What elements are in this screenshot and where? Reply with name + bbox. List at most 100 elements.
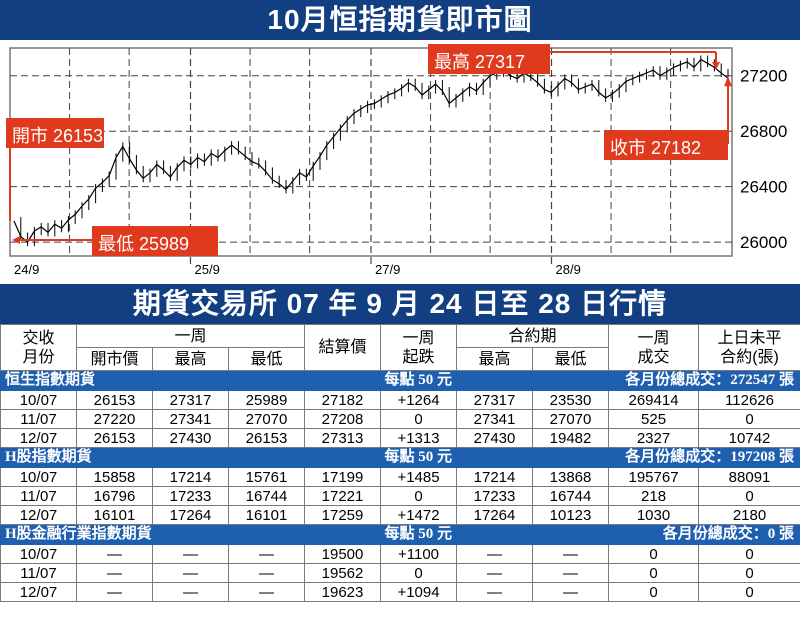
table-cell: 0: [698, 582, 800, 602]
header-open: 開市價: [76, 347, 153, 371]
table-cell: —: [152, 544, 229, 564]
table-cell: 17214: [152, 467, 229, 487]
table-cell: 0: [380, 409, 458, 429]
table-cell: 25989: [227, 390, 306, 410]
table-cell: —: [456, 544, 534, 564]
table-cell: —: [227, 582, 306, 602]
table-cell: 11/07: [0, 563, 77, 583]
table-row: 10/07 15858 17214 15761 17199 +1485 17214 13868…: [0, 467, 800, 487]
table-cell: 27317: [456, 390, 534, 410]
table-cell: 27313: [304, 428, 382, 448]
table-row: 11/07 16796 17233 16744 17221 0 17233 16744 218 0: [0, 486, 800, 506]
table-cell: +1100: [380, 544, 458, 564]
table-cell: 112626: [698, 390, 800, 410]
table-cell: 11/07: [0, 486, 77, 506]
table-cell: —: [456, 563, 534, 583]
table-cell: 27208: [304, 409, 382, 429]
table-cell: 269414: [608, 390, 700, 410]
table-cell: 10123: [532, 505, 610, 525]
table-cell: 0: [380, 563, 458, 583]
header-change-text: 一周 起跌: [402, 329, 435, 366]
table-cell: —: [456, 582, 534, 602]
table-cell: 19562: [304, 563, 382, 583]
header-settle: 結算價: [304, 324, 382, 371]
table-cell: 17221: [304, 486, 382, 506]
table-cell: +1485: [380, 467, 458, 487]
table-cell: 27430: [456, 428, 534, 448]
section-unit: 每點 50 元: [304, 370, 458, 391]
section-name: H股金融行業指數期貨: [0, 524, 306, 545]
table-cell: 10/07: [0, 467, 77, 487]
intraday-chart: 24/9 25/9 27/9 28/9 26000 26400 26800 27200 開市 …: [0, 40, 800, 284]
table-cell: 10/07: [0, 390, 77, 410]
table-cell: 19482: [532, 428, 610, 448]
y-tick-label: 27200: [740, 67, 787, 86]
x-tick-label: 24/9: [14, 262, 39, 277]
header-contract-high: 最高: [456, 347, 534, 371]
open-annotation-box: [6, 118, 104, 148]
section-unit: 每點 50 元: [304, 447, 458, 468]
header-high: 最高: [152, 347, 229, 371]
table-title: 期貨交易所 07 年 9 月 24 日至 28 日行情: [0, 284, 800, 324]
table-cell: 2327: [608, 428, 700, 448]
annotation-layer: 開市 26153 最低 25989 最高 27317 收市 27182: [6, 44, 732, 256]
table-cell: 27317: [152, 390, 229, 410]
close-arrow: [724, 76, 732, 87]
table-cell: +1313: [380, 428, 458, 448]
section-total: 各月份總成交：0 張: [456, 524, 800, 545]
header-month-text: 交收 月份: [22, 329, 55, 366]
x-tick-label: 28/9: [556, 262, 581, 277]
table-cell: 12/07: [0, 428, 77, 448]
table-cell: 10742: [698, 428, 800, 448]
table-cell: 0: [608, 544, 700, 564]
high-annotation-label: 最高 27317: [434, 52, 525, 72]
table-cell: 11/07: [0, 409, 77, 429]
table-cell: 2180: [698, 505, 800, 525]
table-cell: 26153: [227, 428, 306, 448]
table-cell: 27430: [152, 428, 229, 448]
table-cell: 16796: [76, 486, 153, 506]
table-cell: 88091: [698, 467, 800, 487]
header-low: 最低: [227, 347, 306, 371]
quotes-table: 交收 月份 一周 結算價 一周 起跌 合約期 一周 成交 上日未平 合約(張) 開市價 …: [0, 324, 800, 602]
table-cell: 27341: [456, 409, 534, 429]
table-cell: 26153: [76, 428, 153, 448]
table-cell: 16744: [532, 486, 610, 506]
chart-svg: 24/9 25/9 27/9 28/9 26000 26400 26800 27200 開市 …: [0, 40, 800, 284]
table-cell: 17233: [152, 486, 229, 506]
table-row: 12/07— — —19623 +1094— —0 0: [0, 582, 800, 602]
high-arrow: [712, 62, 720, 70]
table-cell: 15761: [227, 467, 306, 487]
table-cell: 17264: [456, 505, 534, 525]
table-cell: —: [152, 582, 229, 602]
y-tick-label: 26800: [740, 122, 787, 141]
table-cell: 0: [698, 563, 800, 583]
table-cell: 17199: [304, 467, 382, 487]
open-annotation-label: 開市 26153: [12, 126, 103, 146]
table-cell: 17264: [152, 505, 229, 525]
series-layer: [13, 55, 729, 247]
header-contract-low: 最低: [532, 347, 610, 371]
table-row: 11/07 27220 27341 27070 27208 0 27341 27070 525 0: [0, 409, 800, 429]
table-cell: +1094: [380, 582, 458, 602]
table-cell: —: [227, 563, 306, 583]
header-volume-text: 一周 成交: [637, 329, 670, 366]
section-name: 恒生指數期貨: [0, 370, 306, 391]
table-cell: 13868: [532, 467, 610, 487]
table-cell: 19500: [304, 544, 382, 564]
close-annotation-label: 收市 27182: [610, 138, 701, 158]
section-header: H股金融行業指數期貨 每點 50 元各月份總成交：0 張: [0, 524, 800, 545]
table-cell: —: [532, 563, 610, 583]
high-annotation-box: [428, 44, 550, 74]
table-cell: 15858: [76, 467, 153, 487]
y-tick-label: 26400: [740, 178, 787, 197]
header-oi-text: 上日未平 合約(張): [717, 329, 782, 366]
section-unit: 每點 50 元: [304, 524, 458, 545]
table-cell: —: [76, 563, 153, 583]
header-change: 一周 起跌: [380, 324, 458, 371]
y-tick-label: 26000: [740, 233, 787, 252]
low-annotation-label: 最低 25989: [98, 234, 189, 254]
table-cell: 10/07: [0, 544, 77, 564]
header-open-interest: 上日未平 合約(張): [698, 324, 800, 371]
low-arrow: [12, 236, 20, 244]
